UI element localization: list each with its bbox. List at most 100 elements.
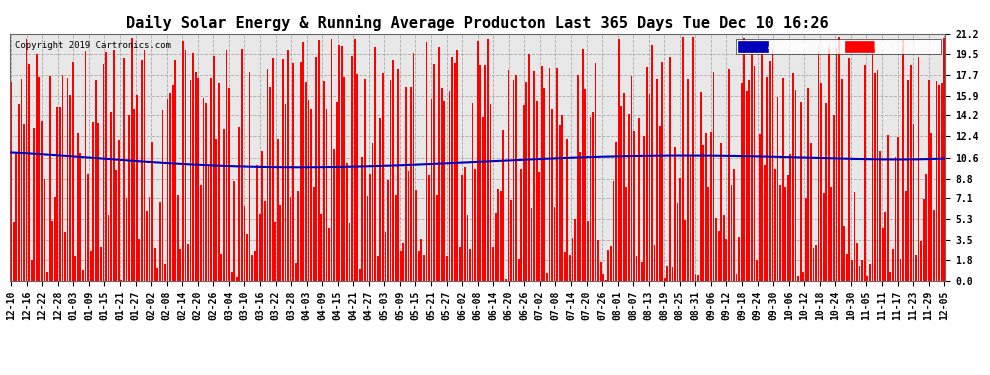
Bar [334, 149, 335, 281]
Bar [666, 266, 668, 281]
Bar [743, 38, 745, 281]
Bar [766, 77, 768, 281]
Bar [561, 115, 563, 281]
Bar [228, 88, 230, 281]
Bar [236, 277, 238, 281]
Bar [815, 244, 817, 281]
Bar [192, 54, 194, 281]
Bar [631, 76, 633, 281]
Bar [136, 95, 138, 281]
Bar [147, 211, 148, 281]
Bar [608, 250, 609, 281]
Bar [592, 112, 594, 281]
Bar [900, 260, 902, 281]
Bar [431, 99, 433, 281]
Bar [518, 260, 520, 281]
Bar [595, 63, 597, 281]
Bar [618, 39, 620, 281]
Bar [82, 270, 84, 281]
Bar [461, 176, 463, 281]
Bar [876, 70, 878, 281]
Bar [590, 117, 591, 281]
Bar [156, 268, 158, 281]
Bar [508, 70, 509, 281]
Bar [77, 133, 79, 281]
Bar [53, 197, 55, 281]
Bar [887, 135, 889, 281]
Bar [64, 232, 66, 281]
Bar [69, 95, 71, 281]
Bar [858, 266, 860, 281]
Bar [174, 60, 176, 281]
Bar [702, 145, 704, 281]
Bar [266, 69, 268, 281]
Bar [610, 246, 612, 281]
Bar [239, 128, 241, 281]
Bar [290, 197, 291, 281]
Bar [413, 53, 415, 281]
Bar [939, 85, 940, 281]
Bar [679, 178, 681, 281]
Bar [41, 121, 43, 281]
Bar [139, 238, 141, 281]
Bar [197, 78, 199, 281]
Bar [87, 174, 89, 281]
Bar [315, 57, 317, 281]
Bar [874, 73, 876, 281]
Bar [390, 80, 391, 281]
Bar [926, 174, 927, 281]
Bar [531, 208, 533, 281]
Bar [261, 151, 263, 281]
Bar [710, 132, 712, 281]
Bar [292, 63, 294, 281]
Bar [677, 203, 678, 281]
Bar [44, 179, 46, 281]
Bar [718, 231, 720, 281]
Bar [377, 256, 378, 281]
Bar [297, 191, 299, 281]
Bar [541, 66, 543, 281]
Bar [895, 157, 896, 281]
Bar [577, 75, 578, 281]
Bar [856, 243, 858, 281]
Bar [436, 195, 438, 281]
Bar [274, 222, 276, 281]
Bar [748, 80, 750, 281]
Bar [782, 78, 784, 281]
Bar [182, 41, 184, 281]
Bar [636, 256, 638, 281]
Bar [641, 262, 643, 281]
Bar [434, 64, 435, 281]
Bar [408, 171, 410, 281]
Bar [684, 220, 686, 281]
Bar [482, 117, 484, 281]
Bar [10, 82, 12, 281]
Bar [421, 239, 422, 281]
Bar [845, 254, 847, 281]
Bar [451, 57, 453, 281]
Bar [113, 50, 115, 281]
Bar [648, 94, 650, 281]
Bar [248, 72, 250, 281]
Bar [277, 139, 278, 281]
Bar [177, 195, 178, 281]
Bar [564, 252, 565, 281]
Bar [210, 78, 212, 281]
Bar [913, 124, 915, 281]
Bar [866, 276, 868, 281]
Bar [339, 45, 341, 281]
Bar [59, 107, 60, 281]
Bar [713, 72, 715, 281]
Bar [426, 42, 428, 281]
Bar [497, 189, 499, 281]
Bar [692, 37, 694, 281]
Bar [751, 42, 752, 281]
Bar [515, 75, 517, 281]
Bar [300, 62, 302, 281]
Bar [305, 82, 307, 281]
Bar [116, 170, 117, 281]
Bar [74, 256, 76, 281]
Bar [103, 64, 104, 281]
Bar [348, 224, 350, 281]
Bar [13, 222, 15, 281]
